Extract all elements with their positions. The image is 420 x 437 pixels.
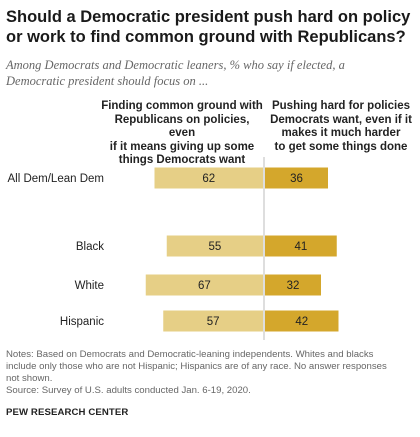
- column-header-line: things Democrats want: [118, 154, 246, 166]
- column-header-line: Democrats want, even if it: [270, 113, 412, 126]
- data-label-push-hard: 36: [290, 173, 303, 185]
- data-label-push-hard: 41: [294, 241, 307, 253]
- bar-common-ground: [163, 310, 263, 332]
- category-label: All Dem/Lean Dem: [7, 173, 104, 185]
- bar-push-hard: [265, 235, 337, 257]
- data-label-push-hard: 42: [295, 316, 308, 328]
- brand-label: PEW RESEARCH CENTER: [6, 407, 129, 418]
- data-label-common-ground: 57: [207, 316, 220, 328]
- bar-push-hard: [265, 274, 321, 296]
- column-header-line: Finding common ground with: [101, 100, 263, 112]
- data-label-common-ground: 62: [202, 173, 215, 185]
- data-label-push-hard: 32: [287, 280, 300, 292]
- bar-common-ground: [154, 167, 263, 189]
- column-header-line: makes it much harder: [281, 127, 401, 139]
- column-header-common-ground: Finding common ground with Republicans o…: [100, 100, 264, 168]
- column-header-push-hard: Pushing hard for policies Democrats want…: [266, 100, 416, 154]
- chart-title: Should a Democratic president push hard …: [6, 8, 411, 46]
- category-label: Hispanic: [60, 316, 104, 328]
- bar-common-ground: [166, 235, 263, 257]
- bar-push-hard: [265, 167, 328, 189]
- bar-common-ground: [145, 274, 263, 296]
- chart-subtitle: Among Democrats and Democratic leaners, …: [6, 58, 345, 88]
- column-header-line: Republicans on policies, even: [114, 113, 250, 140]
- category-label: Black: [76, 241, 104, 253]
- chart-notes: Notes: Based on Democrats and Democratic…: [6, 349, 416, 397]
- data-label-common-ground: 55: [208, 241, 221, 253]
- data-label-common-ground: 67: [198, 280, 211, 292]
- source-line: Source: Survey of U.S. adults conducted …: [6, 385, 251, 396]
- notes-line: include only those who are not Hispanic;…: [6, 361, 387, 372]
- category-label: White: [75, 280, 104, 292]
- bar-push-hard: [265, 310, 339, 332]
- column-header-line: if it means giving up some: [109, 140, 255, 153]
- notes-line: not shown.: [6, 373, 53, 384]
- notes-line: Notes: Based on Democrats and Democratic…: [6, 349, 374, 360]
- column-header-line: to get some things done: [274, 140, 408, 153]
- column-header-line: Pushing hard for policies: [271, 100, 411, 112]
